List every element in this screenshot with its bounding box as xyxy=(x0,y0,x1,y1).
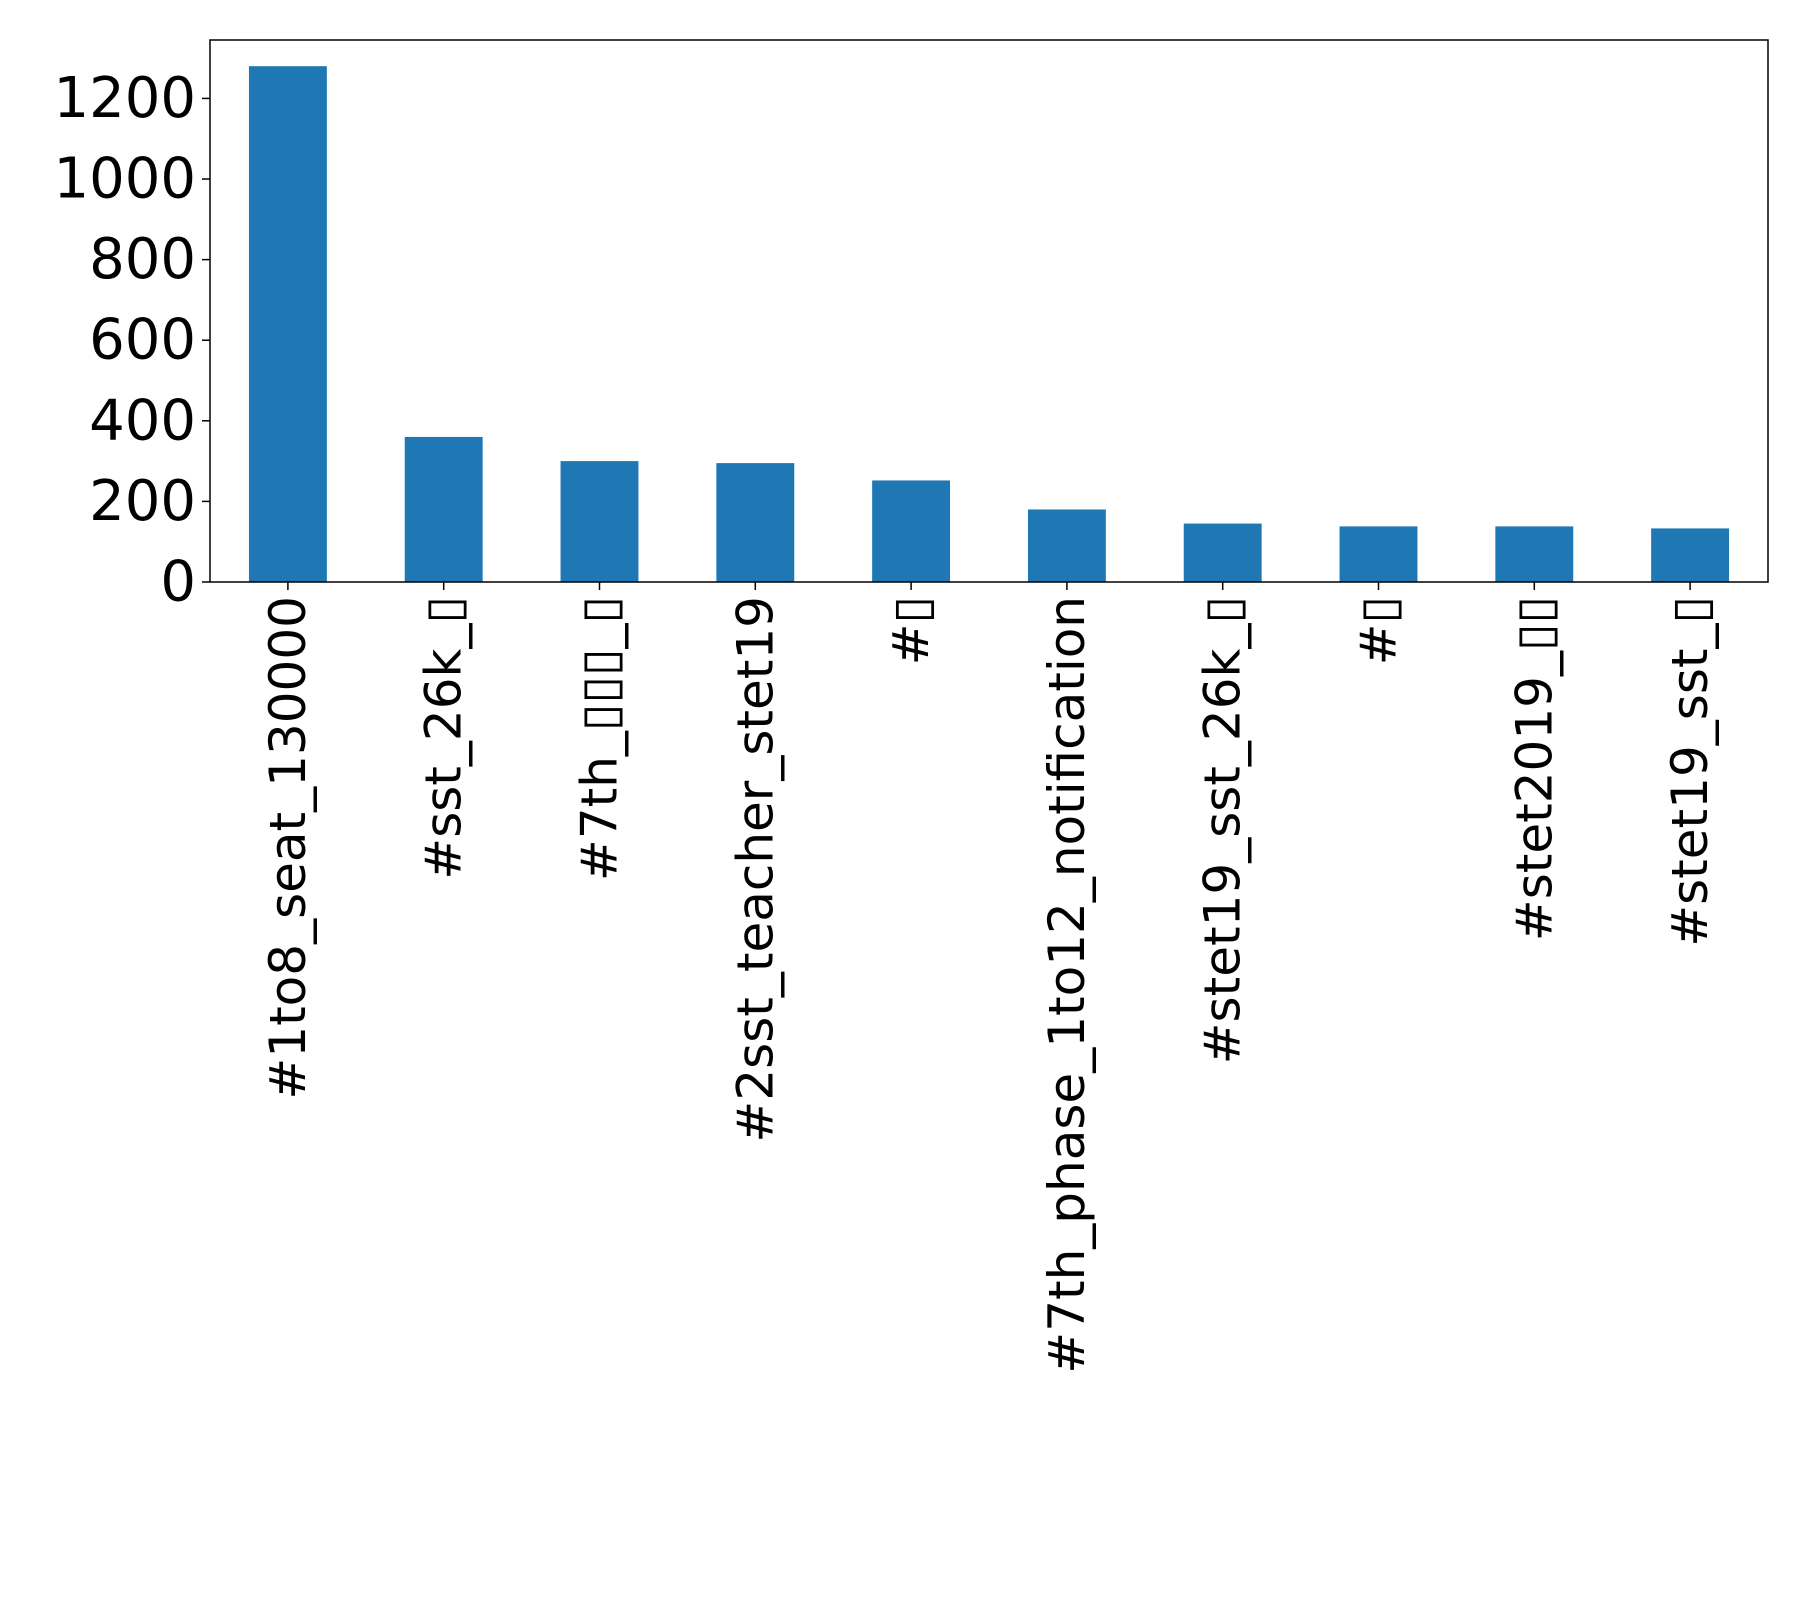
y-tick-label: 0 xyxy=(160,550,196,615)
bar xyxy=(1027,509,1106,582)
bar xyxy=(872,480,951,582)
bar xyxy=(1651,528,1730,582)
x-tick-label: #▯ xyxy=(882,596,940,665)
bar xyxy=(1339,526,1418,582)
bar xyxy=(716,463,795,582)
x-tick-label: #7th_▯▯▯_▯ xyxy=(571,596,629,881)
bar xyxy=(1495,526,1574,582)
bars-layer xyxy=(248,66,1730,583)
x-tick-label: #1to8_seat_130000 xyxy=(259,596,317,1100)
y-tick-label: 1000 xyxy=(53,147,196,212)
x-tick-label: #stet19_sst_▯ xyxy=(1661,596,1719,947)
y-tick-label: 200 xyxy=(89,469,196,534)
plot-frame xyxy=(209,39,1769,583)
y-axis: 0 200 400 600 800 1000 1200 xyxy=(53,66,210,615)
bar xyxy=(560,461,639,582)
bar xyxy=(248,66,327,583)
x-tick-label: #stet2019_▯▯ xyxy=(1505,596,1563,941)
x-tick-label: #2sst_teacher_stet19 xyxy=(726,596,784,1143)
x-tick-label: #stet19_sst_26k_▯ xyxy=(1194,596,1252,1064)
y-tick-label: 800 xyxy=(89,227,196,292)
y-tick-label: 600 xyxy=(89,308,196,373)
x-axis: #1to8_seat_130000 #sst_26k_▯ #7th_▯▯▯_▯ #2s… xyxy=(259,582,1719,1374)
bar xyxy=(1183,523,1262,582)
y-tick-label: 1200 xyxy=(53,66,196,131)
x-tick-label: #7th_phase_1to12_notification xyxy=(1038,596,1096,1374)
x-tick-label: #sst_26k_▯ xyxy=(415,596,473,880)
x-tick-label: #▯ xyxy=(1350,596,1408,665)
y-tick-label: 400 xyxy=(89,388,196,453)
bar xyxy=(404,436,483,582)
